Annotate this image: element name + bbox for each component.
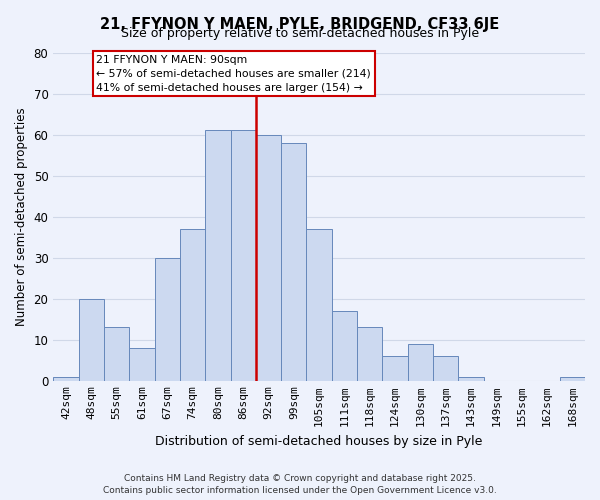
Bar bbox=[560, 376, 585, 381]
Bar bbox=[281, 143, 307, 381]
Bar bbox=[53, 376, 79, 381]
Bar bbox=[104, 328, 129, 381]
Bar bbox=[230, 130, 256, 381]
Bar bbox=[382, 356, 408, 381]
Bar bbox=[180, 229, 205, 381]
Bar bbox=[332, 311, 357, 381]
Y-axis label: Number of semi-detached properties: Number of semi-detached properties bbox=[15, 108, 28, 326]
Bar bbox=[256, 134, 281, 381]
Text: Contains HM Land Registry data © Crown copyright and database right 2025.
Contai: Contains HM Land Registry data © Crown c… bbox=[103, 474, 497, 495]
Bar bbox=[129, 348, 155, 381]
Bar bbox=[205, 130, 230, 381]
Bar bbox=[458, 376, 484, 381]
Text: Size of property relative to semi-detached houses in Pyle: Size of property relative to semi-detach… bbox=[121, 28, 479, 40]
Bar bbox=[433, 356, 458, 381]
Text: 21, FFYNON Y MAEN, PYLE, BRIDGEND, CF33 6JE: 21, FFYNON Y MAEN, PYLE, BRIDGEND, CF33 … bbox=[100, 18, 500, 32]
Bar bbox=[357, 328, 382, 381]
Bar bbox=[408, 344, 433, 381]
X-axis label: Distribution of semi-detached houses by size in Pyle: Distribution of semi-detached houses by … bbox=[155, 434, 483, 448]
Bar bbox=[155, 258, 180, 381]
Bar bbox=[307, 229, 332, 381]
Bar bbox=[79, 298, 104, 381]
Text: 21 FFYNON Y MAEN: 90sqm
← 57% of semi-detached houses are smaller (214)
41% of s: 21 FFYNON Y MAEN: 90sqm ← 57% of semi-de… bbox=[97, 54, 371, 92]
